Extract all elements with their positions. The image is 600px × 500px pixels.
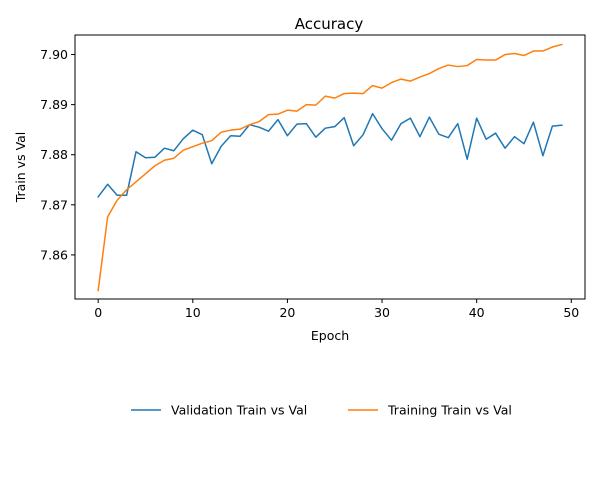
y-tick-label: 7.88 [40, 147, 68, 162]
x-axis-label: Epoch [311, 328, 349, 343]
plot-frame [74, 34, 586, 300]
y-tick-label: 7.89 [40, 97, 68, 112]
x-tick-label: 50 [563, 305, 579, 320]
plot-area [97, 43, 563, 292]
y-axis-label: Train vs Val [13, 132, 28, 204]
y-axis-ticks: 7.86 7.87 7.88 7.89 7.90 [40, 47, 75, 262]
legend-label: Validation Train vs Val [171, 403, 307, 418]
x-tick-label: 30 [374, 305, 390, 320]
y-tick-label: 7.87 [40, 197, 68, 212]
x-tick-label: 0 [94, 305, 102, 320]
y-tick-label: 7.86 [40, 247, 68, 262]
series-line-1 [97, 43, 563, 292]
x-tick-label: 10 [185, 305, 201, 320]
x-tick-label: 20 [279, 305, 295, 320]
legend-label: Training Train vs Val [387, 403, 512, 418]
series-line-0 [97, 112, 563, 198]
chart-title: Accuracy [295, 15, 364, 33]
x-axis-ticks: 0 10 20 30 40 50 [94, 299, 579, 320]
y-tick-label: 7.90 [40, 47, 68, 62]
legend: Validation Train vs Val Training Train vs… [131, 403, 512, 418]
x-tick-label: 40 [469, 305, 485, 320]
